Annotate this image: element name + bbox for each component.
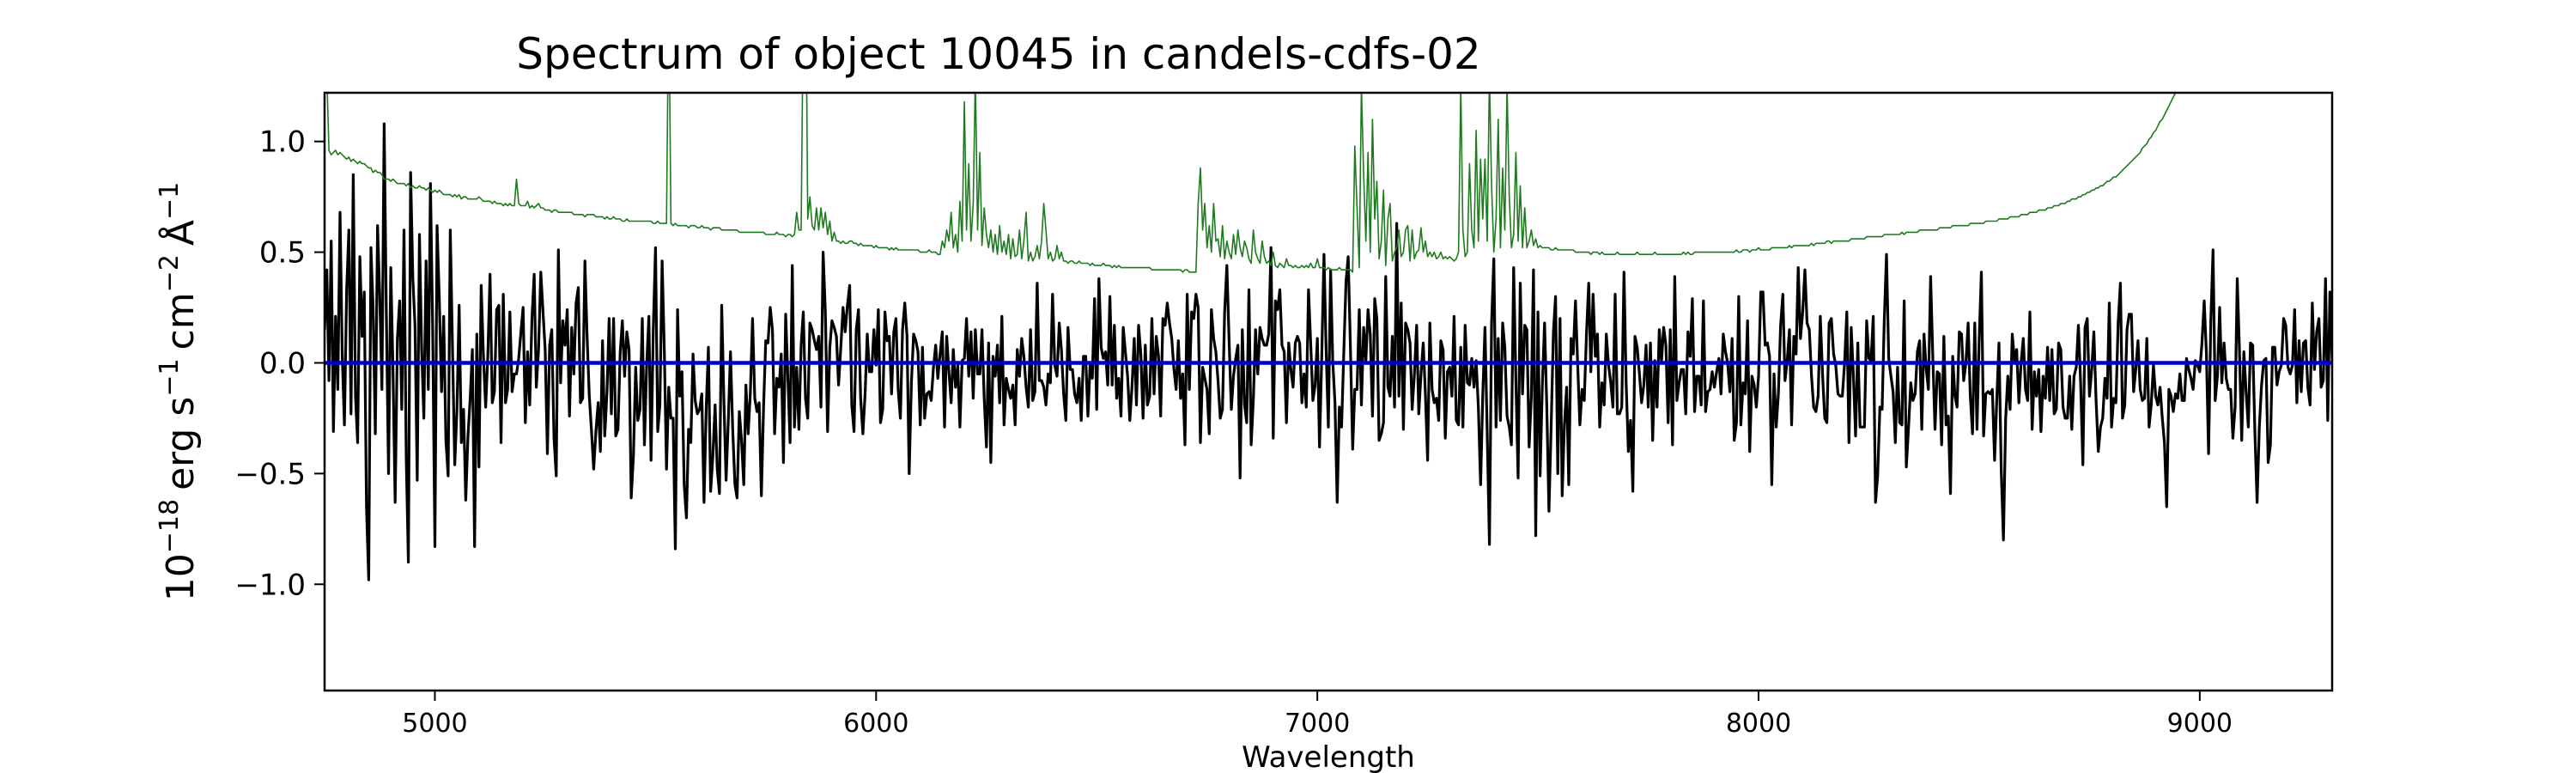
y-tick-label: −0.5 [234, 457, 306, 491]
x-axis-label: Wavelength [1242, 740, 1415, 773]
error-spectrum-line [326, 93, 2177, 273]
y-axis: −1.0 −0.5 0.0 0.5 1.0 [234, 125, 325, 602]
object-flux-line [325, 122, 2332, 581]
series-layer [325, 93, 2332, 581]
y-tick-label: −1.0 [234, 568, 306, 602]
chart-title: Spectrum of object 10045 in candels-cdfs… [516, 29, 1481, 79]
x-tick-label: 8000 [1726, 709, 1791, 739]
plot-frame [323, 91, 2334, 692]
x-tick-label: 7000 [1285, 709, 1350, 739]
x-tick-label: 6000 [843, 709, 908, 739]
y-axis-label: 10−18erg s−1cm−2Å−1 [155, 182, 203, 601]
x-axis: 5000 6000 7000 8000 9000 [402, 691, 2233, 739]
x-tick-label: 5000 [402, 709, 467, 739]
y-tick-label: 0.0 [259, 346, 306, 380]
y-tick-label: 0.5 [259, 236, 306, 271]
y-tick-label: 1.0 [259, 125, 306, 160]
x-tick-label: 9000 [2167, 709, 2233, 739]
